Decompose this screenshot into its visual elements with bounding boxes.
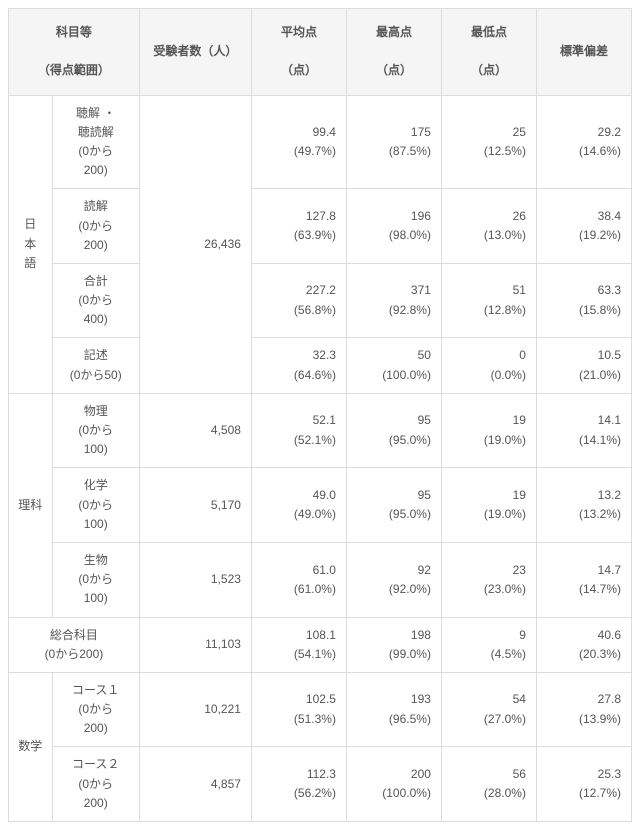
table-row: 生物(0から100)1,52361.0(61.0%)92(92.0%)23(23…: [9, 542, 632, 617]
max: 193(96.5%): [346, 672, 441, 747]
header-stddev: 標準偏差: [536, 9, 631, 96]
average: 52.1(52.1%): [251, 393, 346, 468]
group-label: 総合科目(0から200): [9, 617, 140, 672]
stddev: 13.2(13.2%): [536, 468, 631, 543]
table-row: 理科物理(0から100)4,50852.1(52.1%)95(95.0%)19(…: [9, 393, 632, 468]
max: 95(95.0%): [346, 393, 441, 468]
table-row: 総合科目(0から200)11,103108.1(54.1%)198(99.0%)…: [9, 617, 632, 672]
sub-label: 読解(0から200): [52, 189, 139, 264]
sub-label: 記述(0から50): [52, 338, 139, 393]
average: 99.4(49.7%): [251, 95, 346, 189]
average: 108.1(54.1%): [251, 617, 346, 672]
sub-label: コース１(0から200): [52, 672, 139, 747]
header-average: 平均点（点）: [251, 9, 346, 96]
table-row: 化学(0から100)5,17049.0(49.0%)95(95.0%)19(19…: [9, 468, 632, 543]
examinees: 1,523: [139, 542, 251, 617]
average: 227.2(56.8%): [251, 263, 346, 338]
average: 61.0(61.0%): [251, 542, 346, 617]
max: 92(92.0%): [346, 542, 441, 617]
header-subject: 科目等 （得点範囲）: [9, 9, 140, 96]
min: 19(19.0%): [441, 393, 536, 468]
average: 112.3(56.2%): [251, 747, 346, 822]
min: 25(12.5%): [441, 95, 536, 189]
sub-label: 聴解 ・聴読解(0から200): [52, 95, 139, 189]
min: 26(13.0%): [441, 189, 536, 264]
table-row: コース２(0から200)4,857112.3(56.2%)200(100.0%)…: [9, 747, 632, 822]
stddev: 27.8(13.9%): [536, 672, 631, 747]
max: 196(98.0%): [346, 189, 441, 264]
examinees: 11,103: [139, 617, 251, 672]
stddev: 29.2(14.6%): [536, 95, 631, 189]
min: 19(19.0%): [441, 468, 536, 543]
average: 32.3(64.6%): [251, 338, 346, 393]
group-label: 理科: [9, 393, 53, 617]
sub-label: 合計(0から400): [52, 263, 139, 338]
examinees: 10,221: [139, 672, 251, 747]
max: 200(100.0%): [346, 747, 441, 822]
min: 9(4.5%): [441, 617, 536, 672]
max: 175(87.5%): [346, 95, 441, 189]
min: 56(28.0%): [441, 747, 536, 822]
header-max: 最高点（点）: [346, 9, 441, 96]
header-examinees: 受験者数（人）: [139, 9, 251, 96]
examinees: 26,436: [139, 95, 251, 393]
group-label: 日本語: [9, 95, 53, 393]
min: 0(0.0%): [441, 338, 536, 393]
stddev: 63.3(15.8%): [536, 263, 631, 338]
examinees: 4,857: [139, 747, 251, 822]
min: 51(12.8%): [441, 263, 536, 338]
score-table: 科目等 （得点範囲） 受験者数（人） 平均点（点） 最高点（点） 最低点（点） …: [8, 8, 632, 822]
average: 127.8(63.9%): [251, 189, 346, 264]
sub-label: 化学(0から100): [52, 468, 139, 543]
stddev: 25.3(12.7%): [536, 747, 631, 822]
average: 49.0(49.0%): [251, 468, 346, 543]
table-body: 日本語聴解 ・聴読解(0から200)26,43699.4(49.7%)175(8…: [9, 95, 632, 821]
table-row: 数学コース１(0から200)10,221102.5(51.3%)193(96.5…: [9, 672, 632, 747]
stddev: 14.7(14.7%): [536, 542, 631, 617]
table-header: 科目等 （得点範囲） 受験者数（人） 平均点（点） 最高点（点） 最低点（点） …: [9, 9, 632, 96]
sub-label: 物理(0から100): [52, 393, 139, 468]
header-min: 最低点（点）: [441, 9, 536, 96]
stddev: 14.1(14.1%): [536, 393, 631, 468]
min: 23(23.0%): [441, 542, 536, 617]
table-row: 合計(0から400) 227.2(56.8%)371(92.8%)51(12.8%…: [9, 263, 632, 338]
sub-label: コース２(0から200): [52, 747, 139, 822]
stddev: 40.6(20.3%): [536, 617, 631, 672]
table-row: 記述(0から50) 32.3(64.6%)50(100.0%)0(0.0%)10.…: [9, 338, 632, 393]
group-label: 数学: [9, 672, 53, 821]
examinees: 5,170: [139, 468, 251, 543]
max: 371(92.8%): [346, 263, 441, 338]
stddev: 10.5(21.0%): [536, 338, 631, 393]
examinees: 4,508: [139, 393, 251, 468]
max: 198(99.0%): [346, 617, 441, 672]
table-row: 日本語聴解 ・聴読解(0から200)26,43699.4(49.7%)175(8…: [9, 95, 632, 189]
min: 54(27.0%): [441, 672, 536, 747]
max: 50(100.0%): [346, 338, 441, 393]
sub-label: 生物(0から100): [52, 542, 139, 617]
max: 95(95.0%): [346, 468, 441, 543]
table-row: 読解(0から200) 127.8(63.9%)196(98.0%)26(13.0%…: [9, 189, 632, 264]
stddev: 38.4(19.2%): [536, 189, 631, 264]
average: 102.5(51.3%): [251, 672, 346, 747]
